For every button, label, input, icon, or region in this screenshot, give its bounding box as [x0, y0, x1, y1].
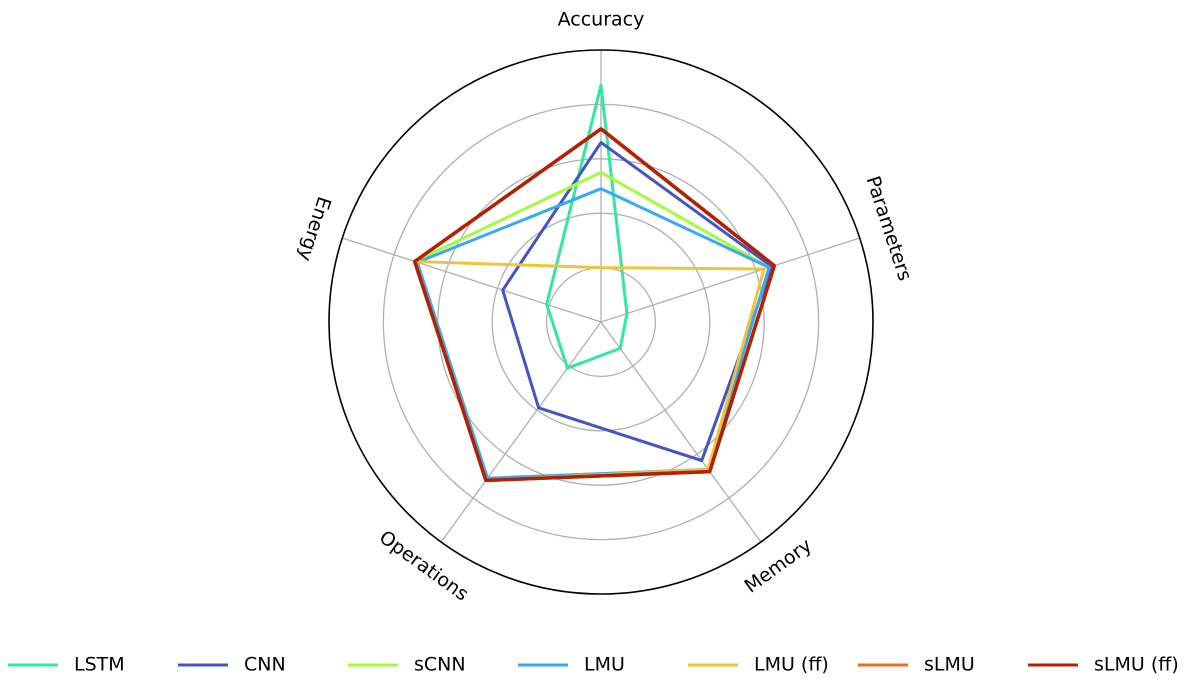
axis-label: Operations	[375, 526, 472, 605]
series-line	[413, 260, 766, 482]
axis-spoke	[600, 237, 860, 323]
legend-label: CNN	[244, 654, 286, 676]
legend-label: sLMU (ff)	[1094, 654, 1179, 676]
axis-label: Accuracy	[558, 9, 645, 31]
axis-label: Memory	[740, 534, 815, 597]
series-line	[501, 141, 774, 463]
axis-spoke	[440, 321, 602, 543]
legend-label: LMU	[584, 654, 625, 676]
outer-frame	[328, 49, 874, 595]
series-line	[545, 83, 629, 370]
axis-spoke	[600, 321, 762, 543]
legend-label: sLMU	[924, 654, 975, 676]
axis-spoke	[342, 237, 602, 323]
series-line	[412, 127, 777, 483]
legend-label: LMU (ff)	[754, 654, 829, 676]
legend-label: LSTM	[74, 654, 125, 676]
axis-label: Parameters	[861, 173, 916, 283]
legend-label: sCNN	[414, 654, 466, 676]
axis-label: Energy	[294, 194, 335, 264]
